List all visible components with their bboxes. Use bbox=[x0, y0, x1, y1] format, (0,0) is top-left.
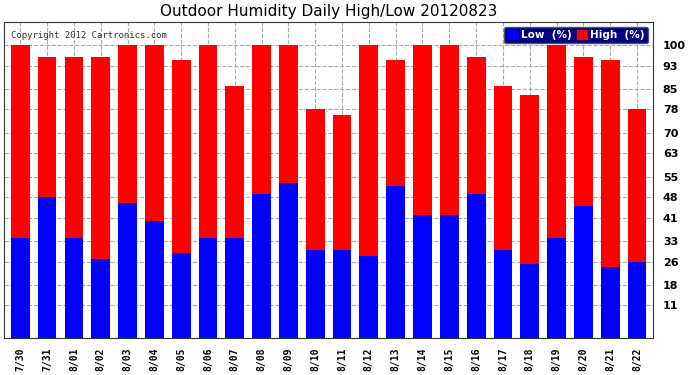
Bar bbox=[493, 250, 513, 338]
Bar bbox=[440, 215, 459, 338]
Bar bbox=[413, 215, 432, 338]
Bar bbox=[493, 86, 513, 338]
Bar bbox=[547, 238, 566, 338]
Bar bbox=[413, 45, 432, 338]
Bar bbox=[520, 264, 539, 338]
Bar bbox=[574, 206, 593, 338]
Bar bbox=[628, 110, 647, 338]
Bar bbox=[466, 194, 486, 338]
Bar bbox=[199, 45, 217, 338]
Bar bbox=[440, 45, 459, 338]
Bar bbox=[199, 238, 217, 338]
Bar bbox=[11, 238, 30, 338]
Bar bbox=[520, 95, 539, 338]
Bar bbox=[279, 45, 298, 338]
Bar bbox=[118, 203, 137, 338]
Bar bbox=[306, 110, 324, 338]
Bar bbox=[547, 45, 566, 338]
Bar bbox=[359, 256, 378, 338]
Bar bbox=[279, 183, 298, 338]
Bar bbox=[172, 60, 190, 338]
Bar bbox=[145, 45, 164, 338]
Bar bbox=[145, 220, 164, 338]
Bar bbox=[628, 262, 647, 338]
Bar bbox=[38, 57, 57, 338]
Bar bbox=[38, 197, 57, 338]
Bar bbox=[574, 57, 593, 338]
Text: Copyright 2012 Cartronics.com: Copyright 2012 Cartronics.com bbox=[10, 31, 166, 40]
Bar bbox=[466, 57, 486, 338]
Bar bbox=[253, 45, 271, 338]
Bar bbox=[226, 86, 244, 338]
Bar bbox=[333, 250, 351, 338]
Bar bbox=[333, 116, 351, 338]
Bar bbox=[253, 194, 271, 338]
Bar bbox=[386, 60, 405, 338]
Bar bbox=[359, 45, 378, 338]
Bar bbox=[386, 186, 405, 338]
Bar bbox=[118, 45, 137, 338]
Bar bbox=[601, 267, 620, 338]
Title: Outdoor Humidity Daily High/Low 20120823: Outdoor Humidity Daily High/Low 20120823 bbox=[160, 4, 497, 19]
Bar bbox=[11, 45, 30, 338]
Bar bbox=[91, 259, 110, 338]
Bar bbox=[601, 60, 620, 338]
Legend: Low  (%), High  (%): Low (%), High (%) bbox=[504, 27, 648, 43]
Bar bbox=[91, 57, 110, 338]
Bar bbox=[172, 253, 190, 338]
Bar bbox=[64, 238, 83, 338]
Bar bbox=[306, 250, 324, 338]
Bar bbox=[64, 57, 83, 338]
Bar bbox=[226, 238, 244, 338]
